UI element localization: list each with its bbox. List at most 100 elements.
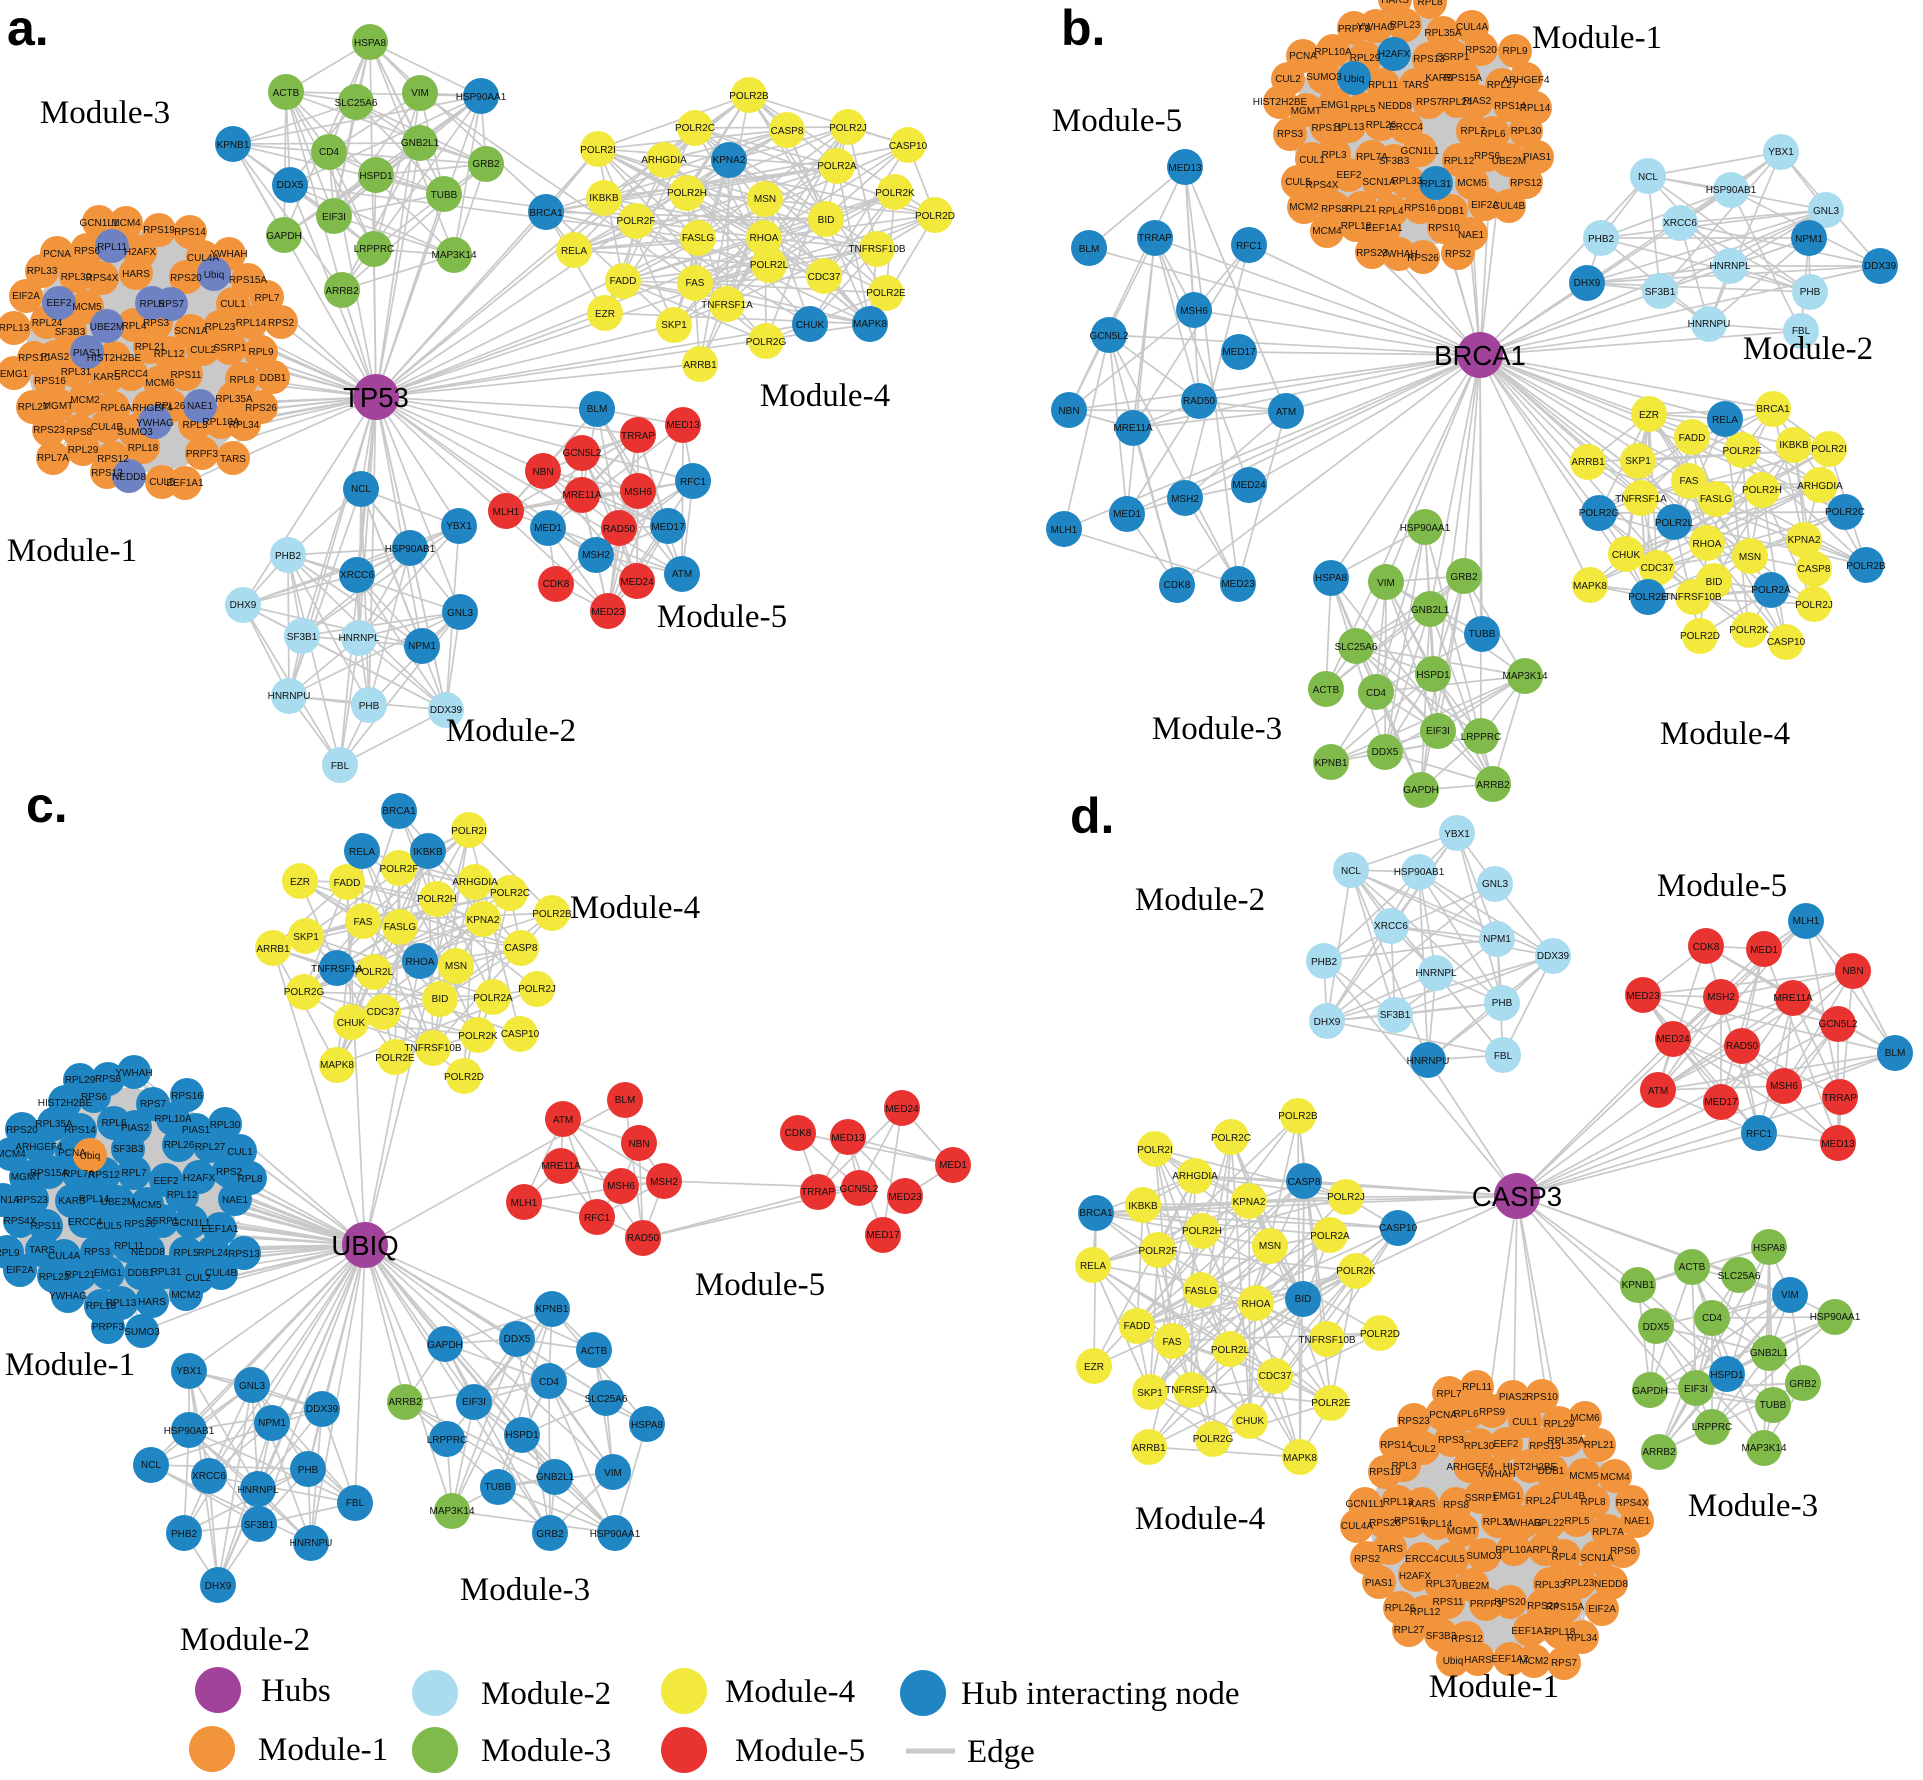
svg-text:POLR2B: POLR2B: [1278, 1111, 1318, 1122]
svg-text:PIAS1: PIAS1: [73, 348, 102, 359]
svg-text:RPS6: RPS6: [1610, 1546, 1637, 1557]
svg-text:RPL12: RPL12: [167, 1190, 198, 1201]
svg-text:RPL26: RPL26: [1366, 120, 1397, 131]
svg-text:EIF3I: EIF3I: [1426, 726, 1450, 737]
svg-text:RPL13: RPL13: [106, 1298, 137, 1309]
svg-text:NEDD8: NEDD8: [1378, 101, 1412, 112]
svg-text:RPS3: RPS3: [143, 318, 170, 329]
svg-text:Module-5: Module-5: [1052, 103, 1182, 139]
svg-text:RPL33: RPL33: [27, 266, 58, 277]
svg-text:CUL4B: CUL4B: [91, 422, 124, 433]
svg-text:PCNA: PCNA: [43, 249, 71, 260]
svg-text:SF3B1: SF3B1: [244, 1520, 275, 1531]
svg-text:POLR2A: POLR2A: [1310, 1231, 1350, 1242]
svg-text:ARHGDIA: ARHGDIA: [1172, 1171, 1218, 1182]
svg-text:ATM: ATM: [553, 1115, 573, 1126]
svg-text:PHB2: PHB2: [171, 1529, 198, 1540]
svg-text:RPL14: RPL14: [79, 1194, 110, 1205]
svg-text:CUL4B: CUL4B: [1553, 1491, 1586, 1502]
svg-text:HSP90AA1: HSP90AA1: [456, 92, 507, 103]
svg-text:ARRB2: ARRB2: [325, 286, 359, 297]
svg-text:DDX39: DDX39: [430, 705, 463, 716]
svg-text:MED24: MED24: [620, 577, 654, 588]
svg-text:Module-3: Module-3: [1688, 1488, 1818, 1524]
svg-text:TNFRSF1A: TNFRSF1A: [1615, 494, 1667, 505]
svg-text:RPS2: RPS2: [268, 318, 295, 329]
svg-text:SF3B3: SF3B3: [113, 1144, 144, 1155]
svg-text:Module-5: Module-5: [1657, 868, 1787, 904]
svg-text:MSH2: MSH2: [582, 550, 610, 561]
svg-text:GCN1L1: GCN1L1: [80, 218, 119, 229]
svg-text:Module-5: Module-5: [657, 599, 787, 635]
svg-text:RPL30: RPL30: [1511, 126, 1542, 137]
svg-text:Module-4: Module-4: [570, 890, 700, 926]
svg-text:EMG1: EMG1: [1321, 100, 1350, 111]
svg-text:RPS11: RPS11: [1433, 1597, 1464, 1608]
svg-text:RPL33: RPL33: [1535, 1580, 1566, 1591]
svg-text:RPS10: RPS10: [18, 353, 50, 364]
svg-text:DHX9: DHX9: [205, 1581, 232, 1592]
svg-text:DDB1: DDB1: [1538, 1466, 1565, 1477]
svg-text:CUL2: CUL2: [190, 345, 216, 356]
svg-text:MED17: MED17: [1704, 1097, 1738, 1108]
svg-text:TRRAP: TRRAP: [621, 431, 655, 442]
svg-text:SF3B1: SF3B1: [1380, 1010, 1411, 1021]
svg-text:RPL14: RPL14: [1422, 1519, 1453, 1530]
svg-text:MED1: MED1: [1750, 945, 1778, 956]
svg-text:GRB2: GRB2: [472, 159, 500, 170]
svg-text:MED13: MED13: [666, 420, 700, 431]
svg-text:POLR2K: POLR2K: [1336, 1266, 1376, 1277]
svg-text:RPL29: RPL29: [68, 445, 99, 456]
svg-text:RPL13: RPL13: [1383, 1497, 1414, 1508]
svg-text:NCL: NCL: [1341, 866, 1361, 877]
svg-text:MSN: MSN: [1739, 552, 1761, 563]
svg-text:TUBB: TUBB: [1760, 1400, 1787, 1411]
svg-text:RPL7A: RPL7A: [1592, 1527, 1624, 1538]
svg-text:DHX9: DHX9: [230, 600, 257, 611]
svg-text:NCL: NCL: [141, 1460, 161, 1471]
svg-text:MED17: MED17: [651, 522, 685, 533]
svg-text:Module-2: Module-2: [481, 1676, 611, 1712]
svg-text:RPS10: RPS10: [1526, 1392, 1558, 1403]
svg-text:POLR2K: POLR2K: [875, 188, 915, 199]
svg-text:GNB2L1: GNB2L1: [1411, 605, 1450, 616]
svg-text:RPL31: RPL31: [61, 367, 92, 378]
svg-text:FAS: FAS: [1680, 476, 1699, 487]
svg-text:EZR: EZR: [1639, 410, 1659, 421]
svg-text:FADD: FADD: [1124, 1321, 1151, 1332]
svg-text:MLH1: MLH1: [511, 1198, 538, 1209]
svg-text:RPS8: RPS8: [1321, 204, 1348, 215]
svg-text:RPS24: RPS24: [1527, 1601, 1559, 1612]
svg-text:TNFRSF1A: TNFRSF1A: [311, 964, 363, 975]
svg-text:RPL7A: RPL7A: [1356, 152, 1388, 163]
svg-text:RPL7A: RPL7A: [37, 453, 69, 464]
svg-text:RPL35A: RPL35A: [35, 1119, 73, 1130]
svg-text:RFC1: RFC1: [680, 477, 707, 488]
svg-text:MCM2: MCM2: [1519, 1656, 1549, 1667]
svg-text:MCM4: MCM4: [111, 218, 141, 229]
svg-text:FBL: FBL: [346, 1498, 365, 1509]
svg-text:H2AFX: H2AFX: [1378, 49, 1411, 60]
svg-text:SF3B3: SF3B3: [55, 327, 86, 338]
svg-text:RHOA: RHOA: [1693, 539, 1722, 550]
svg-text:RPL6: RPL6: [100, 403, 125, 414]
svg-text:RPS20: RPS20: [1494, 1597, 1526, 1608]
svg-text:HNRNPL: HNRNPL: [237, 1485, 279, 1496]
svg-text:MCM2: MCM2: [171, 1290, 201, 1301]
svg-text:MED1: MED1: [534, 523, 562, 534]
svg-text:RPL6: RPL6: [1480, 129, 1505, 140]
svg-text:RPS2: RPS2: [1445, 249, 1472, 260]
svg-text:NBN: NBN: [1058, 406, 1079, 417]
svg-text:RPL7A: RPL7A: [63, 1169, 95, 1180]
svg-text:YBX1: YBX1: [446, 521, 472, 532]
svg-text:KPNA2: KPNA2: [713, 155, 746, 166]
svg-text:CHUK: CHUK: [1612, 550, 1641, 561]
svg-text:CUL2: CUL2: [1275, 74, 1301, 85]
svg-text:RPL10A: RPL10A: [154, 1114, 192, 1125]
svg-text:ARHGEF4: ARHGEF4: [1502, 75, 1550, 86]
svg-text:Module-4: Module-4: [760, 378, 890, 414]
svg-text:PHB2: PHB2: [275, 551, 302, 562]
svg-text:CASP8: CASP8: [1288, 1177, 1321, 1188]
svg-text:Ubiq: Ubiq: [204, 270, 225, 281]
svg-text:PRPF3: PRPF3: [1470, 1599, 1503, 1610]
